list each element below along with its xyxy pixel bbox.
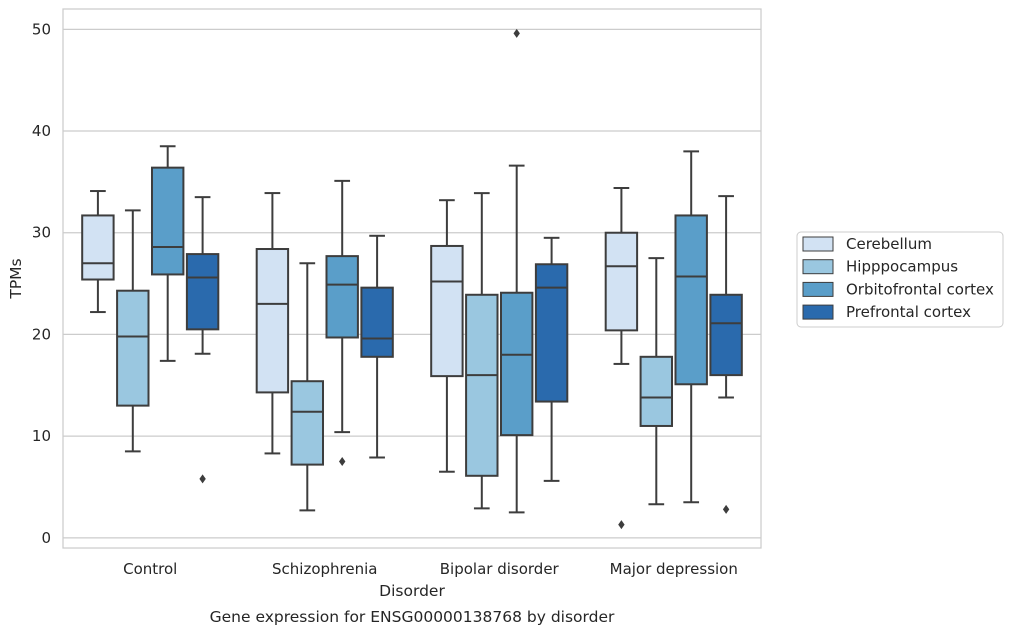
box <box>185 196 220 484</box>
legend-swatch <box>802 281 834 297</box>
box-body <box>150 166 185 276</box>
y-tick-label: 30 <box>32 224 51 242</box>
legend-item: Cerebellum <box>802 235 932 253</box>
box <box>255 192 290 455</box>
box-series <box>81 28 743 530</box>
y-tick-label: 50 <box>32 20 51 38</box>
box <box>674 150 708 504</box>
box <box>116 209 150 453</box>
box <box>709 195 743 514</box>
y-tick-label: 0 <box>41 529 51 547</box>
box-body <box>499 291 534 437</box>
box-body <box>255 248 290 394</box>
box-body <box>116 289 150 407</box>
y-axis-label: TPMs <box>7 258 25 299</box>
series-prefrontal-cortex <box>185 195 743 514</box>
box <box>150 145 185 362</box>
box <box>81 190 115 314</box>
box-body <box>81 214 115 281</box>
x-tick-label: Control <box>123 560 177 578</box>
y-tick-label: 10 <box>32 427 51 445</box>
legend-item: Orbitofrontal cortex <box>802 280 994 298</box>
box <box>534 236 569 482</box>
y-tick-label: 40 <box>32 122 51 140</box>
box <box>430 199 464 473</box>
box-body <box>360 286 394 358</box>
y-tick-label: 20 <box>32 325 51 343</box>
x-axis-label: Disorder <box>379 582 445 600</box>
legend-swatch <box>802 236 834 252</box>
legend-label: Cerebellum <box>846 235 932 253</box>
outlier-marker <box>339 457 346 467</box>
box-body <box>290 380 325 466</box>
outlier-marker <box>513 28 520 38</box>
legend-label: Orbitofrontal cortex <box>846 280 994 298</box>
legend-frame <box>796 231 1004 328</box>
legend-label: Prefrontal cortex <box>846 303 971 321</box>
box <box>325 179 359 467</box>
box-body <box>465 293 499 477</box>
chart-caption: Gene expression for ENSG00000138768 by d… <box>210 608 615 626</box>
legend-swatch <box>802 259 834 275</box>
plot-frame <box>62 8 762 549</box>
outlier-marker <box>722 504 730 514</box>
box-body <box>430 244 464 378</box>
box <box>465 192 499 510</box>
box-body <box>534 263 569 403</box>
series-hipppocampus <box>116 192 674 512</box>
x-tick-label: Major depression <box>610 560 738 578</box>
legend: Cerebellum Hipppocampus Orbitofrontal cort… <box>796 231 1004 328</box>
box-body <box>604 231 639 332</box>
outlier-marker <box>618 520 625 530</box>
legend-item: Hipppocampus <box>802 258 958 276</box>
legend-label: Hipppocampus <box>846 258 958 276</box>
series-cerebellum <box>81 186 639 530</box>
x-tick-label: Bipolar disorder <box>440 560 560 578</box>
box-body <box>325 255 359 339</box>
box <box>639 257 674 506</box>
x-tick-label: Schizophrenia <box>272 560 377 578</box>
x-tick-labels: Control Schizophrenia Bipolar disorder Majo… <box>123 560 738 578</box>
legend-swatch <box>802 304 834 320</box>
box-body <box>639 355 674 427</box>
box-body <box>709 293 743 377</box>
outlier-marker <box>199 474 206 484</box>
box-body <box>674 214 708 386</box>
legend-item: Prefrontal cortex <box>802 303 971 321</box>
box-body <box>185 253 220 331</box>
box <box>499 28 534 514</box>
y-tick-labels: 0 10 20 30 40 50 <box>32 20 51 546</box>
box <box>604 186 639 530</box>
box <box>290 262 325 512</box>
series-orbitofrontal-cortex <box>150 28 708 514</box>
box <box>360 234 394 459</box>
